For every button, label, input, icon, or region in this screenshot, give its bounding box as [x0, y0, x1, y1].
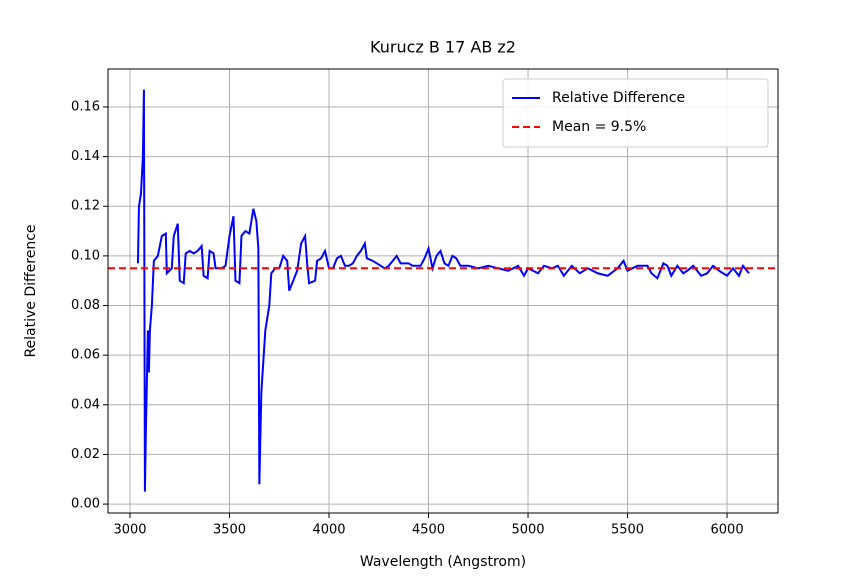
- chart-title: Kurucz B 17 AB z2: [370, 38, 516, 57]
- x-tick-label: 5500: [611, 523, 644, 538]
- y-tick-label: 0.16: [71, 99, 100, 114]
- data-line: [136, 89, 750, 492]
- legend-label: Mean = 9.5%: [552, 119, 646, 135]
- legend-box: [502, 78, 769, 148]
- y-tick-label: 0.00: [71, 497, 100, 512]
- legend-label: Relative Difference: [552, 90, 685, 106]
- y-tick-label: 0.02: [71, 447, 100, 462]
- y-tick-label: 0.08: [71, 298, 100, 313]
- y-tick-label: 0.10: [71, 248, 100, 263]
- x-tick-label: 4500: [412, 523, 445, 538]
- x-tick-label: 6000: [711, 523, 744, 538]
- x-axis-title: Wavelength (Angstrom): [360, 554, 526, 570]
- y-tick-label: 0.06: [71, 348, 100, 363]
- x-tick-label: 5000: [511, 523, 544, 538]
- y-tick-label: 0.04: [71, 397, 100, 412]
- plot-frame: [107, 68, 779, 514]
- y-tick-label: 0.12: [71, 199, 100, 214]
- x-tick-label: 3500: [213, 523, 246, 538]
- x-tick-label: 3000: [113, 523, 146, 538]
- y-axis-title: Relative Difference: [23, 224, 39, 357]
- y-tick-label: 0.14: [71, 149, 100, 164]
- x-tick-label: 4000: [312, 523, 345, 538]
